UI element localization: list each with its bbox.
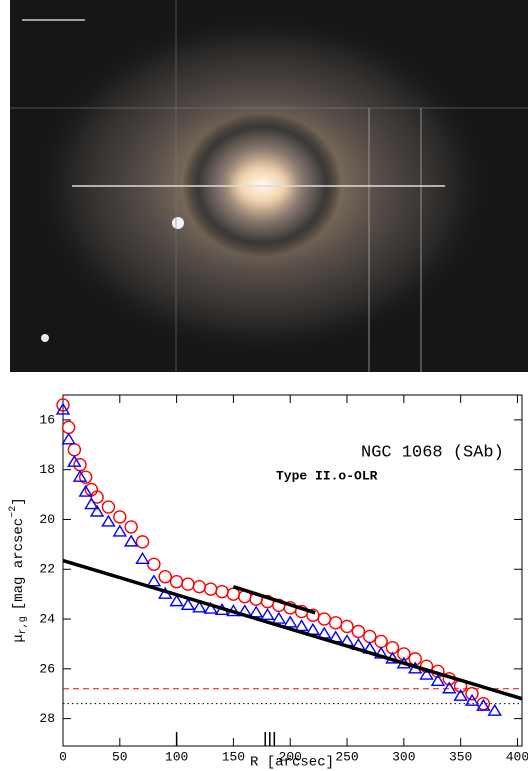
y-label-sub: r,g — [18, 616, 29, 634]
data-point — [487, 703, 502, 716]
x-tick-label: 350 — [449, 749, 472, 764]
data-point — [146, 574, 162, 587]
x-tick-label: 300 — [392, 749, 415, 764]
y-label-unit: [mag arcsec — [11, 518, 27, 610]
y-label-exp: −2 — [8, 506, 19, 518]
data-point — [374, 634, 388, 649]
fit-line — [232, 585, 316, 615]
y-axis-label: μr,g [mag arcsec−2] — [8, 497, 29, 642]
data-point — [260, 607, 275, 621]
data-point — [192, 600, 207, 613]
y-tick-label: 26 — [39, 661, 55, 676]
data-point — [294, 619, 309, 632]
data-point — [101, 500, 116, 514]
data-point — [135, 551, 150, 564]
data-point — [169, 594, 184, 607]
data-point — [84, 497, 99, 510]
data-point — [90, 490, 104, 504]
chart: NGC 1068 (SAb) Type II.o-OLR R [arcsec] … — [8, 394, 528, 771]
data-point — [181, 577, 195, 591]
data-point — [328, 616, 343, 630]
data-point — [351, 624, 366, 639]
data-point — [89, 504, 105, 517]
y-label-symbol: μ — [11, 634, 27, 642]
data-point — [61, 420, 76, 435]
data-point — [282, 615, 298, 628]
y-tick-label: 18 — [39, 462, 55, 477]
data-point — [397, 647, 411, 661]
x-tick-label: 0 — [59, 749, 67, 764]
data-point — [340, 619, 354, 634]
data-point — [147, 557, 161, 571]
x-tick-label: 200 — [279, 749, 302, 764]
data-point — [67, 454, 82, 467]
x-tick-label: 400 — [506, 749, 528, 764]
plot-frame — [62, 394, 523, 747]
galaxy-image — [10, 0, 528, 372]
data-point — [180, 597, 196, 611]
fit-line — [62, 558, 523, 701]
data-point — [226, 587, 241, 601]
data-point — [215, 584, 229, 599]
data-point — [56, 398, 70, 412]
y-tick-label: 22 — [39, 562, 55, 577]
data-point — [453, 688, 468, 701]
data-point — [79, 470, 93, 484]
data-point — [135, 535, 150, 549]
data-point — [192, 579, 207, 594]
data-point — [317, 612, 332, 626]
data-point — [203, 582, 218, 596]
data-point — [123, 534, 139, 547]
data-point — [101, 514, 116, 527]
annotation-subtitle: Type II.o-OLR — [276, 468, 378, 483]
data-point — [271, 611, 287, 624]
data-point — [158, 570, 172, 584]
annotation-title: NGC 1068 (SAb) — [361, 443, 504, 462]
data-point — [72, 469, 88, 482]
data-point — [464, 693, 480, 706]
data-point — [430, 673, 446, 686]
data-point — [442, 681, 457, 694]
data-point — [169, 575, 184, 589]
data-point — [55, 402, 71, 415]
data-point — [112, 524, 128, 537]
data-point — [61, 432, 76, 445]
data-point — [67, 443, 82, 457]
x-tick-label: 250 — [335, 749, 358, 764]
data-point — [113, 510, 127, 524]
data-point — [363, 629, 377, 644]
data-point — [124, 520, 138, 534]
data-point — [419, 667, 434, 680]
x-tick-label: 100 — [165, 749, 188, 764]
data-point — [203, 601, 218, 614]
x-axis-label: R [arcsec] — [250, 755, 334, 771]
data-point — [78, 484, 93, 497]
y-label-close: ] — [11, 497, 27, 505]
y-tick-label: 16 — [39, 412, 55, 427]
x-tick-label: 50 — [112, 749, 128, 764]
data-point — [248, 605, 264, 618]
y-tick-label: 20 — [39, 512, 55, 527]
data-point — [419, 659, 434, 674]
data-point — [465, 687, 479, 701]
x-tick-label: 150 — [222, 749, 245, 764]
data-point — [476, 698, 491, 711]
y-tick-label: 24 — [39, 611, 55, 626]
y-tick-label: 28 — [39, 711, 55, 726]
